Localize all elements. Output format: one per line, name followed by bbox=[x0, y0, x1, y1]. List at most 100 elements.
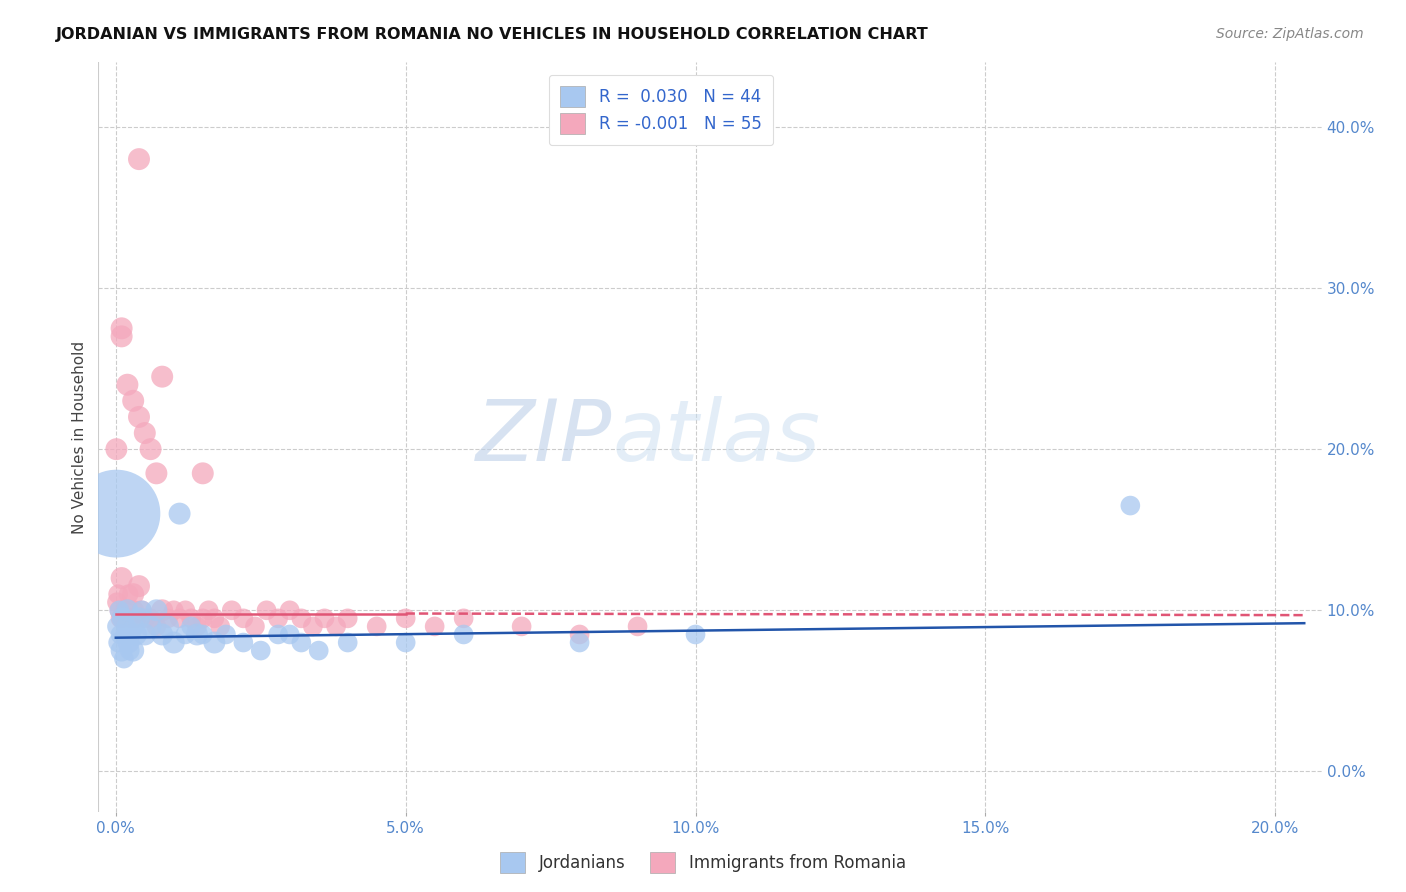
Point bbox=[1119, 499, 1142, 513]
Point bbox=[209, 619, 232, 633]
Point bbox=[105, 619, 128, 633]
Point bbox=[186, 627, 208, 641]
Point bbox=[112, 651, 135, 665]
Point bbox=[125, 611, 148, 625]
Point bbox=[290, 635, 312, 649]
Point bbox=[145, 619, 167, 633]
Point bbox=[302, 619, 325, 633]
Point bbox=[249, 643, 271, 657]
Y-axis label: No Vehicles in Household: No Vehicles in Household bbox=[72, 341, 87, 533]
Point bbox=[191, 611, 214, 625]
Point bbox=[290, 611, 312, 625]
Point bbox=[180, 619, 202, 633]
Point bbox=[626, 619, 648, 633]
Text: atlas: atlas bbox=[612, 395, 820, 479]
Point bbox=[191, 467, 214, 481]
Point bbox=[685, 627, 707, 641]
Point bbox=[131, 603, 153, 617]
Point bbox=[278, 603, 301, 617]
Point bbox=[180, 611, 202, 625]
Point bbox=[125, 627, 148, 641]
Point bbox=[256, 603, 278, 617]
Point bbox=[163, 603, 186, 617]
Point bbox=[105, 442, 128, 457]
Point bbox=[221, 603, 243, 617]
Point bbox=[453, 627, 475, 641]
Point bbox=[134, 425, 156, 440]
Point bbox=[117, 603, 139, 617]
Point bbox=[395, 611, 418, 625]
Point bbox=[114, 603, 136, 617]
Point bbox=[108, 603, 131, 617]
Point bbox=[163, 635, 186, 649]
Point bbox=[128, 611, 150, 625]
Point bbox=[174, 603, 197, 617]
Point bbox=[117, 587, 139, 601]
Point bbox=[117, 377, 139, 392]
Point bbox=[115, 619, 138, 633]
Point bbox=[124, 619, 146, 633]
Text: JORDANIAN VS IMMIGRANTS FROM ROMANIA NO VEHICLES IN HOUSEHOLD CORRELATION CHART: JORDANIAN VS IMMIGRANTS FROM ROMANIA NO … bbox=[56, 27, 929, 42]
Point bbox=[232, 611, 254, 625]
Point bbox=[169, 611, 191, 625]
Point bbox=[156, 611, 179, 625]
Point bbox=[110, 571, 132, 585]
Point bbox=[105, 595, 128, 609]
Point bbox=[128, 409, 150, 424]
Point bbox=[111, 611, 134, 625]
Point bbox=[128, 579, 150, 593]
Point bbox=[191, 627, 214, 641]
Point bbox=[120, 611, 142, 625]
Point bbox=[267, 627, 290, 641]
Point bbox=[118, 643, 141, 657]
Point bbox=[325, 619, 347, 633]
Point bbox=[453, 611, 475, 625]
Point bbox=[314, 611, 336, 625]
Point bbox=[202, 611, 225, 625]
Point bbox=[145, 467, 167, 481]
Point bbox=[110, 643, 132, 657]
Point bbox=[120, 627, 142, 641]
Point bbox=[122, 587, 145, 601]
Point bbox=[134, 627, 156, 641]
Point bbox=[510, 619, 533, 633]
Point bbox=[169, 507, 191, 521]
Point bbox=[243, 619, 266, 633]
Point bbox=[145, 603, 167, 617]
Point bbox=[134, 611, 156, 625]
Point bbox=[174, 627, 197, 641]
Point bbox=[111, 611, 134, 625]
Point bbox=[139, 442, 162, 457]
Point bbox=[128, 152, 150, 166]
Point bbox=[122, 393, 145, 408]
Point bbox=[117, 603, 139, 617]
Point bbox=[110, 627, 132, 641]
Point bbox=[110, 321, 132, 335]
Point bbox=[139, 611, 162, 625]
Point bbox=[107, 635, 129, 649]
Point bbox=[150, 369, 173, 384]
Point bbox=[202, 635, 225, 649]
Point bbox=[108, 603, 131, 617]
Legend: R =  0.030   N = 44, R = -0.001   N = 55: R = 0.030 N = 44, R = -0.001 N = 55 bbox=[548, 75, 773, 145]
Point bbox=[186, 619, 208, 633]
Point bbox=[122, 643, 145, 657]
Point bbox=[105, 507, 128, 521]
Legend: Jordanians, Immigrants from Romania: Jordanians, Immigrants from Romania bbox=[494, 846, 912, 880]
Point bbox=[308, 643, 330, 657]
Point bbox=[124, 603, 146, 617]
Point bbox=[156, 619, 179, 633]
Text: Source: ZipAtlas.com: Source: ZipAtlas.com bbox=[1216, 27, 1364, 41]
Point bbox=[131, 603, 153, 617]
Point bbox=[197, 603, 219, 617]
Point bbox=[110, 329, 132, 343]
Point bbox=[215, 627, 238, 641]
Point bbox=[232, 635, 254, 649]
Point bbox=[139, 619, 162, 633]
Point bbox=[568, 635, 591, 649]
Point bbox=[395, 635, 418, 649]
Point bbox=[150, 627, 173, 641]
Text: ZIP: ZIP bbox=[475, 395, 612, 479]
Point bbox=[110, 611, 132, 625]
Point bbox=[366, 619, 388, 633]
